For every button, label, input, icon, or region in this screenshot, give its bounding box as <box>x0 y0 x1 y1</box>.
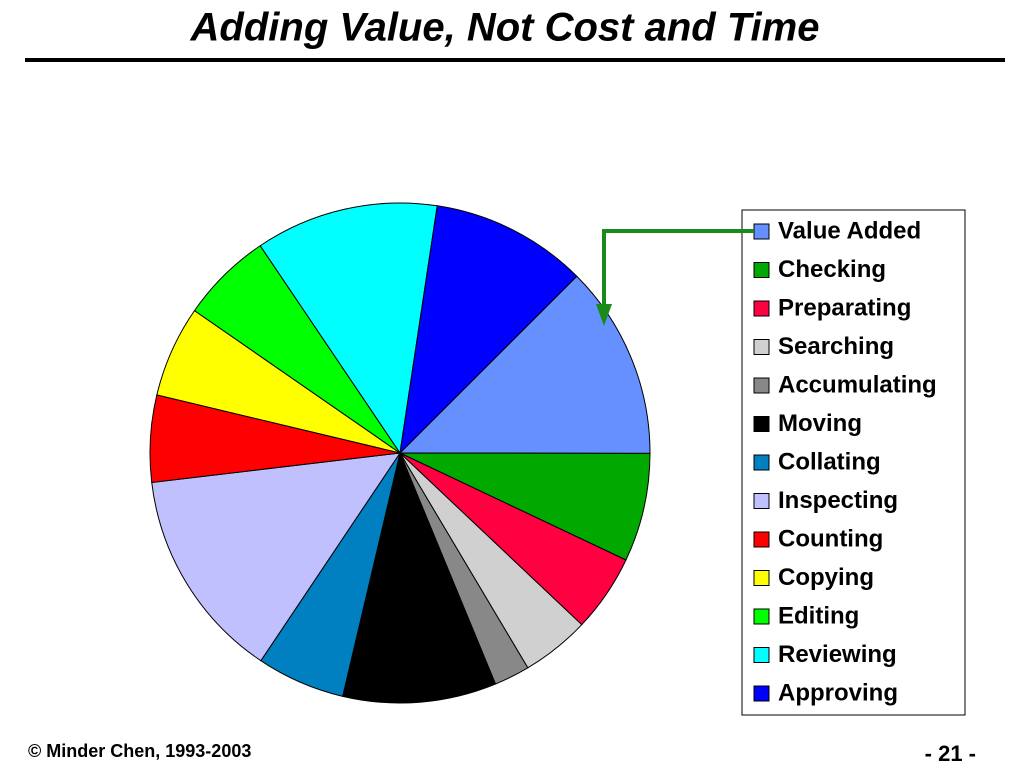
legend-swatch <box>753 493 770 509</box>
pie-slice <box>151 452 402 662</box>
legend-label: Preparating <box>778 294 911 321</box>
legend-label: Searching <box>778 333 894 360</box>
pie <box>149 202 651 704</box>
slide-title: Adding Value, Not Cost and Time <box>190 6 820 50</box>
legend-label: Moving <box>778 410 862 437</box>
legend-label: Approving <box>778 679 898 706</box>
legend-label: Editing <box>778 602 859 629</box>
legend-swatch <box>753 300 770 317</box>
legend-swatch <box>753 685 770 702</box>
legend: Value Added Checking Preparating Searching A… <box>753 217 937 706</box>
legend-swatch <box>753 647 770 663</box>
pie-slice <box>399 452 651 561</box>
legend-swatch <box>753 608 770 625</box>
pie-slice <box>342 451 497 704</box>
legend-swatch <box>753 339 770 355</box>
legend-swatch <box>753 262 770 278</box>
legend-label: Collating <box>778 448 881 475</box>
legend-swatch <box>753 377 770 394</box>
legend-swatch <box>753 570 770 586</box>
legend-swatch <box>753 454 770 471</box>
arrow <box>602 229 754 318</box>
pie-slice <box>399 205 578 455</box>
page-number: - 21 - <box>925 741 976 766</box>
legend-label: Copying <box>778 564 874 591</box>
pie-slice <box>398 275 651 454</box>
legend-label: Accumulating <box>778 371 937 398</box>
legend-label: Value Added <box>778 217 921 244</box>
legend-swatch <box>753 531 770 548</box>
legend-label: Reviewing <box>778 641 897 668</box>
legend-box <box>741 209 966 716</box>
arrow-head <box>596 304 612 326</box>
legend-label: Checking <box>778 256 886 283</box>
legend-label: Counting <box>778 525 883 552</box>
legend-swatch <box>753 416 770 432</box>
legend-label: Inspecting <box>778 487 898 514</box>
copyright: © Minder Chen, 1993-2003 <box>28 741 251 761</box>
legend-swatch <box>753 223 770 240</box>
pie-slice <box>259 202 438 455</box>
